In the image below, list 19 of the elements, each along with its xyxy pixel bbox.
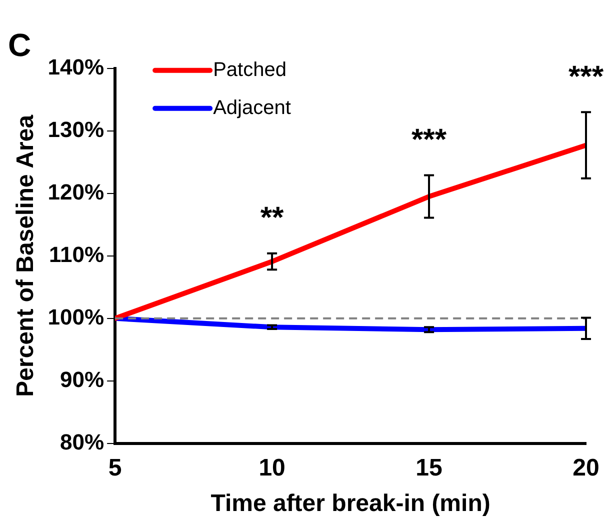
x-tick-label: 15 (416, 454, 442, 482)
annotation: *** (568, 60, 604, 94)
legend-label: Adjacent (213, 96, 292, 119)
y-tick-label: 120% (48, 179, 104, 204)
y-tick-label: 100% (48, 304, 104, 330)
annotation: *** (412, 124, 447, 157)
legend-label: Patched (213, 58, 286, 81)
x-tick-label: 5 (108, 454, 122, 482)
y-tick-label: 80% (60, 429, 104, 454)
x-tick-label: 10 (258, 454, 286, 482)
y-tick-label: 110% (49, 242, 104, 267)
x-tick-label: 20 (572, 454, 600, 482)
x-axis-title: Time after break-in (min) (210, 490, 490, 518)
y-tick-label: 130% (48, 116, 104, 142)
y-tick-label: 140% (48, 54, 104, 80)
annotation: ** (260, 202, 284, 235)
y-axis-title: Percent of Baseline Area (12, 114, 40, 397)
chart-title: C (8, 27, 32, 64)
y-tick-label: 90% (60, 366, 104, 392)
